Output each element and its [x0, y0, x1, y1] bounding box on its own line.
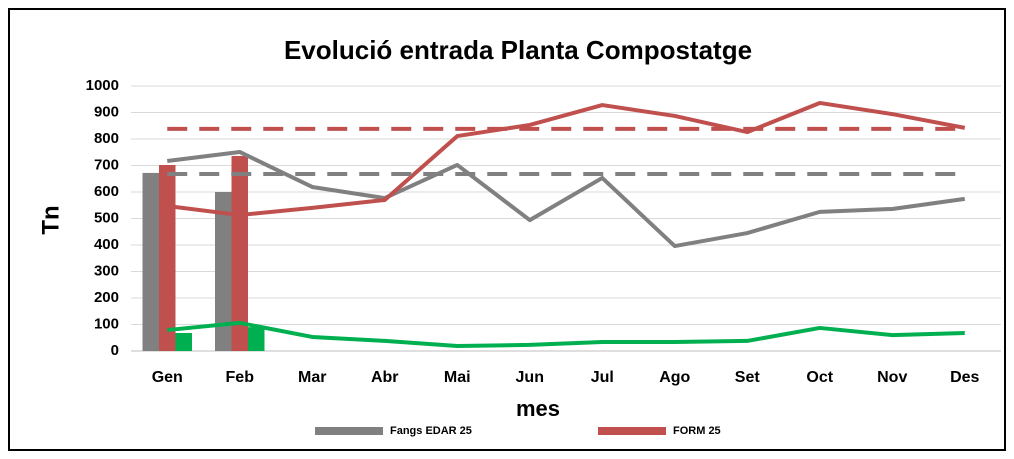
- y-tick-label: 900: [94, 103, 119, 120]
- x-tick-label: Jun: [516, 369, 544, 386]
- x-tick-label: Jul: [591, 369, 614, 386]
- x-tick-label: Ago: [659, 369, 690, 386]
- bar: [175, 332, 192, 351]
- y-tick-label: 1000: [86, 77, 119, 94]
- x-tick-label: Feb: [226, 369, 255, 386]
- chart-title: Evolució entrada Planta Compostatge: [284, 35, 752, 65]
- y-tick-label: 200: [94, 289, 119, 306]
- y-tick-label: 0: [111, 342, 119, 359]
- legend-label: FORM 25: [673, 425, 721, 437]
- x-tick-label: Gen: [152, 369, 183, 386]
- x-tick-label: Mai: [444, 369, 471, 386]
- line: [167, 320, 965, 348]
- y-tick-label: 300: [94, 262, 119, 279]
- y-tick-label: 600: [94, 183, 119, 200]
- line: [167, 149, 966, 249]
- y-tick-label: 700: [94, 156, 119, 173]
- y-tick-label: 100: [94, 315, 119, 332]
- y-tick-label: 400: [94, 236, 119, 253]
- x-axis-label: mes: [516, 396, 560, 421]
- x-tick-label: Mar: [298, 369, 326, 386]
- bar: [231, 155, 248, 351]
- x-tick-label: Oct: [806, 369, 833, 386]
- legend-label: Fangs EDAR 25: [390, 425, 472, 437]
- y-tick-label: 500: [94, 209, 119, 226]
- x-tick-label: Abr: [371, 369, 399, 386]
- y-tick-label: 800: [94, 130, 119, 147]
- y-axis-label: Tn: [37, 205, 64, 234]
- bar: [248, 327, 265, 351]
- legend-swatch: [598, 427, 666, 435]
- bar: [215, 192, 232, 351]
- bar: [142, 172, 159, 351]
- line: [167, 100, 966, 218]
- x-tick-label: Des: [950, 369, 979, 386]
- legend-swatch: [315, 427, 383, 435]
- bar: [159, 164, 176, 351]
- x-tick-label: Nov: [877, 369, 907, 386]
- x-tick-label: Set: [735, 369, 761, 386]
